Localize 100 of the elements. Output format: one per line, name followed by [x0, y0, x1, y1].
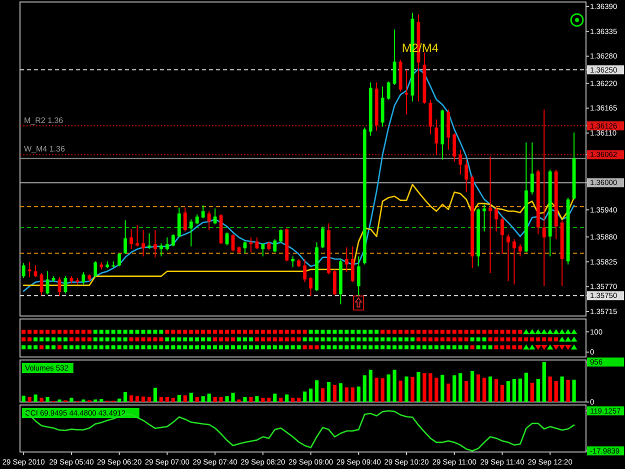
point — [225, 330, 230, 334]
candlestick — [500, 217, 504, 255]
point — [380, 330, 385, 334]
point — [374, 337, 379, 342]
point — [440, 330, 444, 334]
candlestick — [488, 156, 492, 274]
candlestick — [506, 234, 510, 282]
bar — [542, 362, 546, 402]
point — [559, 344, 565, 350]
candlestick — [273, 238, 277, 253]
bar — [94, 399, 98, 402]
point — [34, 337, 38, 342]
bar — [28, 396, 32, 402]
bar — [273, 394, 277, 402]
point — [380, 337, 385, 342]
bar — [410, 376, 414, 402]
bar — [494, 379, 498, 402]
point — [213, 337, 218, 342]
point — [518, 330, 522, 334]
point — [422, 330, 426, 334]
bar — [255, 396, 259, 402]
point — [332, 330, 337, 334]
point — [506, 337, 510, 342]
candlestick — [160, 242, 163, 257]
bar — [488, 376, 492, 402]
point — [87, 337, 92, 342]
bar — [189, 392, 193, 402]
point — [40, 345, 44, 350]
point — [494, 337, 498, 342]
point — [308, 345, 313, 350]
point — [398, 337, 403, 342]
point — [22, 330, 26, 334]
candlestick — [350, 246, 354, 283]
point — [117, 330, 122, 334]
bar — [320, 388, 325, 402]
candlestick — [165, 236, 169, 251]
candlestick — [344, 246, 348, 273]
point — [52, 330, 56, 334]
candlestick — [542, 109, 546, 287]
bar — [267, 398, 271, 402]
bar — [82, 399, 86, 402]
point — [183, 337, 188, 342]
point — [386, 337, 391, 342]
bar — [386, 374, 390, 402]
candlestick — [303, 258, 306, 283]
candlestick — [518, 244, 522, 257]
bar — [279, 398, 283, 402]
candlestick — [154, 230, 157, 258]
point — [547, 329, 553, 334]
point — [183, 330, 188, 334]
bar — [237, 399, 241, 402]
point — [105, 337, 110, 342]
point — [272, 330, 277, 334]
point — [392, 330, 397, 334]
point — [374, 330, 379, 334]
bar — [404, 376, 408, 402]
point — [213, 330, 218, 334]
candlestick — [356, 256, 360, 297]
point — [344, 337, 349, 342]
point — [266, 337, 271, 342]
bar — [530, 382, 534, 402]
bar — [338, 383, 342, 402]
candlestick — [482, 204, 486, 232]
point — [81, 337, 86, 342]
point — [189, 337, 194, 342]
bar — [34, 394, 38, 402]
point — [141, 330, 146, 334]
point — [434, 330, 438, 334]
candlestick — [464, 159, 468, 193]
point — [236, 337, 241, 342]
bar — [560, 376, 564, 402]
bar — [554, 381, 558, 402]
point — [93, 330, 98, 334]
point — [314, 330, 319, 334]
point — [165, 337, 170, 342]
point — [219, 337, 224, 342]
point — [195, 330, 200, 334]
point — [506, 345, 510, 350]
point — [320, 337, 325, 342]
bar — [100, 399, 104, 402]
point — [248, 330, 253, 334]
candlestick — [201, 204, 205, 219]
point — [254, 337, 259, 342]
bar — [129, 395, 134, 402]
point — [386, 330, 391, 334]
point — [547, 344, 553, 350]
candlestick — [177, 207, 181, 238]
point — [440, 337, 444, 342]
point — [458, 337, 462, 342]
point — [308, 337, 313, 342]
candlestick — [124, 220, 127, 255]
point — [434, 337, 438, 342]
bar — [548, 376, 552, 402]
bar — [195, 396, 199, 402]
bar — [213, 396, 217, 402]
point — [123, 337, 128, 342]
point — [559, 336, 565, 342]
bar — [219, 396, 223, 402]
point — [272, 337, 277, 342]
point — [410, 337, 414, 342]
